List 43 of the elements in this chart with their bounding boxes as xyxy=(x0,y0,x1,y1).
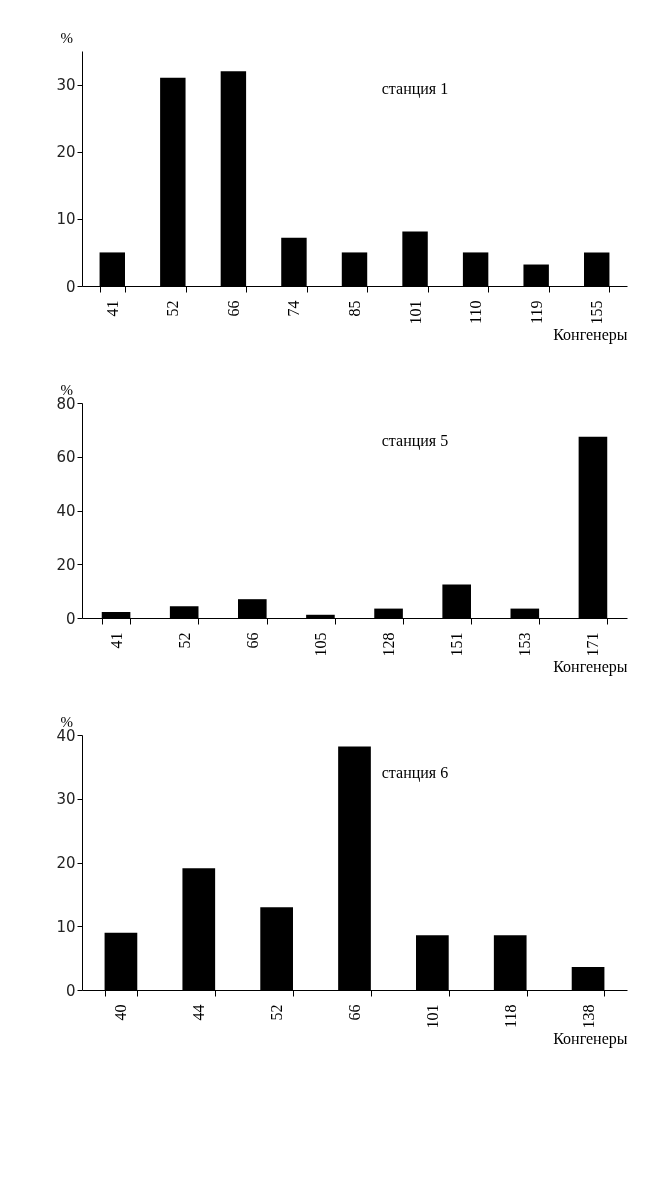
x-tick-label: 52 xyxy=(268,1004,286,1021)
y-tick-label: 20 xyxy=(56,854,76,872)
x-tick-label: 138 xyxy=(579,1004,597,1029)
x-tick-label: 52 xyxy=(164,300,182,317)
y-tick-label: 10 xyxy=(56,917,76,936)
x-axis-title: Конгенеры xyxy=(553,1029,628,1048)
x-tick-label: 44 xyxy=(190,1004,208,1021)
x-tick-label: 101 xyxy=(406,300,424,325)
x-tick-label: 119 xyxy=(527,300,545,324)
x-tick-label: 118 xyxy=(501,1004,519,1028)
y-tick-label: 0 xyxy=(65,277,76,296)
y-tick-label: 20 xyxy=(56,555,76,574)
annotation: станция 1 xyxy=(381,80,449,98)
x-tick-label: 151 xyxy=(448,632,466,657)
y-tick-label: 0 xyxy=(65,981,76,1000)
x-tick-label: 41 xyxy=(107,632,125,649)
annotation: станция 5 xyxy=(381,432,449,450)
y-tick-label: 10 xyxy=(56,210,76,229)
x-tick-label: 66 xyxy=(243,632,261,649)
x-tick-label: 153 xyxy=(516,632,534,657)
x-tick-label: 40 xyxy=(112,1004,130,1021)
x-tick-label: 66 xyxy=(346,1004,363,1021)
annotation: станция 6 xyxy=(381,764,449,782)
x-axis-title: Конгенеры xyxy=(553,657,628,676)
x-tick-label: 171 xyxy=(584,632,602,657)
y-tick-label: 0 xyxy=(65,609,76,628)
y-tick-label: 30 xyxy=(56,76,76,95)
x-tick-label: 85 xyxy=(346,300,363,317)
x-tick-label: 101 xyxy=(423,1004,441,1029)
x-tick-label: 105 xyxy=(311,632,329,657)
x-tick-label: 52 xyxy=(175,632,193,649)
y-tick-label: 60 xyxy=(56,448,76,467)
x-tick-label: 74 xyxy=(285,300,303,317)
x-tick-label: 128 xyxy=(380,632,398,657)
y-tick-label: 40 xyxy=(56,502,76,520)
x-tick-label: 66 xyxy=(224,300,242,317)
y-axis-title: % xyxy=(60,29,73,46)
y-tick-label: 30 xyxy=(56,790,76,809)
x-tick-label: 110 xyxy=(467,300,485,324)
x-tick-label: 41 xyxy=(103,300,121,317)
x-tick-label: 155 xyxy=(588,300,606,325)
x-axis-title: Конгенеры xyxy=(553,325,628,344)
y-tick-label: 20 xyxy=(56,143,76,162)
